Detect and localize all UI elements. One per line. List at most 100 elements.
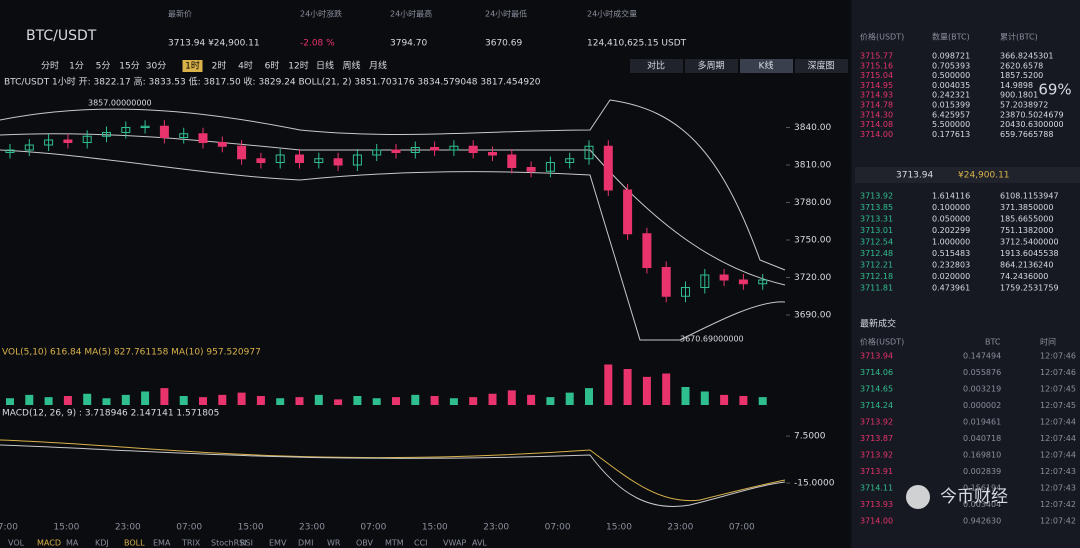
trade-cell: 12:07:44 bbox=[1040, 418, 1076, 427]
ask-cell: 0.705393 bbox=[932, 61, 970, 70]
interval[interactable]: 月线 bbox=[369, 60, 387, 72]
indicator-tab[interactable]: MA bbox=[66, 539, 79, 548]
interval[interactable]: 日线 bbox=[316, 60, 334, 72]
candle bbox=[565, 158, 575, 163]
interval[interactable]: 15分 bbox=[119, 61, 139, 72]
candle bbox=[5, 149, 15, 153]
interval[interactable]: 1分 bbox=[69, 61, 84, 72]
x-tick-label: 23:00 bbox=[115, 523, 141, 533]
indicator-tab[interactable]: WR bbox=[327, 539, 341, 548]
indicator-tab[interactable]: TRIX bbox=[181, 539, 201, 548]
indicator-tab[interactable]: BOLL bbox=[124, 539, 145, 548]
boll-upper bbox=[0, 99, 786, 271]
candle bbox=[82, 135, 92, 143]
indicator-tab[interactable]: MACD bbox=[37, 539, 61, 548]
view-tab[interactable]: K线 bbox=[759, 60, 774, 72]
bid-cell: 0.202299 bbox=[932, 226, 970, 235]
volume-bar bbox=[488, 393, 497, 405]
trade-cell: 0.055876 bbox=[963, 368, 1001, 377]
view-tab[interactable]: 对比 bbox=[647, 60, 665, 72]
volume-bar bbox=[372, 398, 381, 405]
view-tab-bg bbox=[795, 59, 848, 73]
candle bbox=[623, 189, 633, 235]
interval[interactable]: 12时 bbox=[288, 60, 308, 72]
bid-cell: 3712.5400000 bbox=[1000, 238, 1059, 247]
candle bbox=[333, 158, 343, 166]
candle bbox=[314, 158, 324, 163]
bid-cell: 3712.21 bbox=[860, 261, 893, 270]
ob-column: 累计(BTC) bbox=[1000, 32, 1038, 42]
gauge: 69% bbox=[1038, 81, 1071, 99]
candle bbox=[507, 154, 517, 168]
ask-cell: 23870.5024679 bbox=[1000, 110, 1064, 119]
macd-dif bbox=[0, 444, 786, 508]
bid-cell: 864.2136240 bbox=[1000, 261, 1053, 270]
panel-bg bbox=[852, 0, 1080, 548]
volume-bar bbox=[623, 369, 632, 405]
candle bbox=[140, 125, 150, 128]
indicator-tab[interactable]: AVL bbox=[472, 539, 487, 548]
indicator-tab[interactable]: KDJ bbox=[95, 539, 109, 548]
volume-bar bbox=[141, 391, 150, 405]
volume-bar bbox=[392, 397, 400, 405]
bid-cell: 1913.6045538 bbox=[1000, 249, 1059, 258]
candle bbox=[295, 154, 304, 163]
interval[interactable]: 30分 bbox=[146, 61, 166, 72]
indicator-tab[interactable]: EMV bbox=[269, 539, 287, 548]
interval[interactable]: 5分 bbox=[96, 61, 111, 72]
indicator-tab[interactable]: EMA bbox=[153, 539, 171, 548]
ask-cell: 0.098721 bbox=[932, 52, 970, 61]
interval[interactable]: 分时 bbox=[41, 60, 59, 72]
trade-cell: 12:07:43 bbox=[1040, 467, 1076, 476]
indicator-tab[interactable]: DMI bbox=[298, 539, 313, 548]
annotation: 3670.69000000 bbox=[680, 335, 744, 344]
view-tab[interactable]: 深度图 bbox=[807, 60, 834, 72]
interval[interactable]: 周线 bbox=[342, 60, 360, 72]
trade-cell: 12:07:42 bbox=[1040, 517, 1076, 526]
volume-bar bbox=[218, 394, 227, 405]
candle bbox=[121, 127, 131, 133]
candle bbox=[488, 152, 497, 156]
candle bbox=[256, 158, 266, 163]
last-price: 3713.94 bbox=[896, 171, 933, 181]
trade-cell: 3713.93 bbox=[860, 500, 893, 509]
trade-cell: 12:07:45 bbox=[1040, 401, 1076, 410]
view-tab[interactable]: 多周期 bbox=[697, 60, 724, 72]
volume-bar bbox=[507, 390, 516, 405]
indicator-tab[interactable]: OBV bbox=[356, 539, 374, 548]
ask-cell: 3715.16 bbox=[860, 61, 893, 70]
y-tick-label: 3690.00 bbox=[794, 311, 831, 321]
indicator-tab[interactable]: RSI bbox=[240, 539, 253, 548]
candle bbox=[584, 145, 594, 160]
view-tab-bg bbox=[630, 59, 683, 73]
volume-bar bbox=[63, 396, 72, 405]
x-tick-label: 23:00 bbox=[299, 523, 325, 533]
trade-cell: 0.147494 bbox=[963, 352, 1001, 361]
stat-value: 3670.69 bbox=[485, 39, 522, 49]
bid-cell: 751.1382000 bbox=[1000, 226, 1053, 235]
volume-bar bbox=[334, 399, 343, 405]
stat-label: 24小时最低 bbox=[485, 9, 527, 19]
indicator-tab[interactable]: MTM bbox=[385, 539, 404, 548]
interval[interactable]: 6时 bbox=[265, 60, 280, 72]
trade-cell: 12:07:46 bbox=[1040, 368, 1076, 377]
candle bbox=[237, 145, 247, 160]
volume-bar bbox=[44, 397, 53, 405]
x-tick-label: 15:00 bbox=[422, 523, 448, 533]
indicator-tab[interactable]: StochRSI bbox=[211, 539, 247, 548]
bid-cell: 0.515483 bbox=[932, 249, 970, 258]
volume-label: VOL(5,10) 616.84 MA(5) 827.761158 MA(10)… bbox=[2, 348, 261, 358]
indicator-tab[interactable]: VOL bbox=[8, 539, 25, 548]
trade-cell: 3713.92 bbox=[860, 451, 893, 460]
ob-column: 数量(BTC) bbox=[932, 32, 970, 42]
volume-bar bbox=[681, 387, 690, 405]
watermark-icon bbox=[906, 485, 930, 509]
macd-label: MACD(12, 26, 9) : 3.718946 2.147141 1.57… bbox=[2, 409, 219, 419]
candle bbox=[719, 274, 729, 281]
indicator-tab[interactable]: VWAP bbox=[443, 539, 466, 548]
indicator-tab[interactable]: CCI bbox=[414, 539, 428, 548]
volume-bar bbox=[546, 397, 555, 405]
interval[interactable]: 1时 bbox=[185, 60, 200, 72]
interval[interactable]: 2时 bbox=[212, 60, 227, 72]
interval[interactable]: 4时 bbox=[238, 60, 253, 72]
